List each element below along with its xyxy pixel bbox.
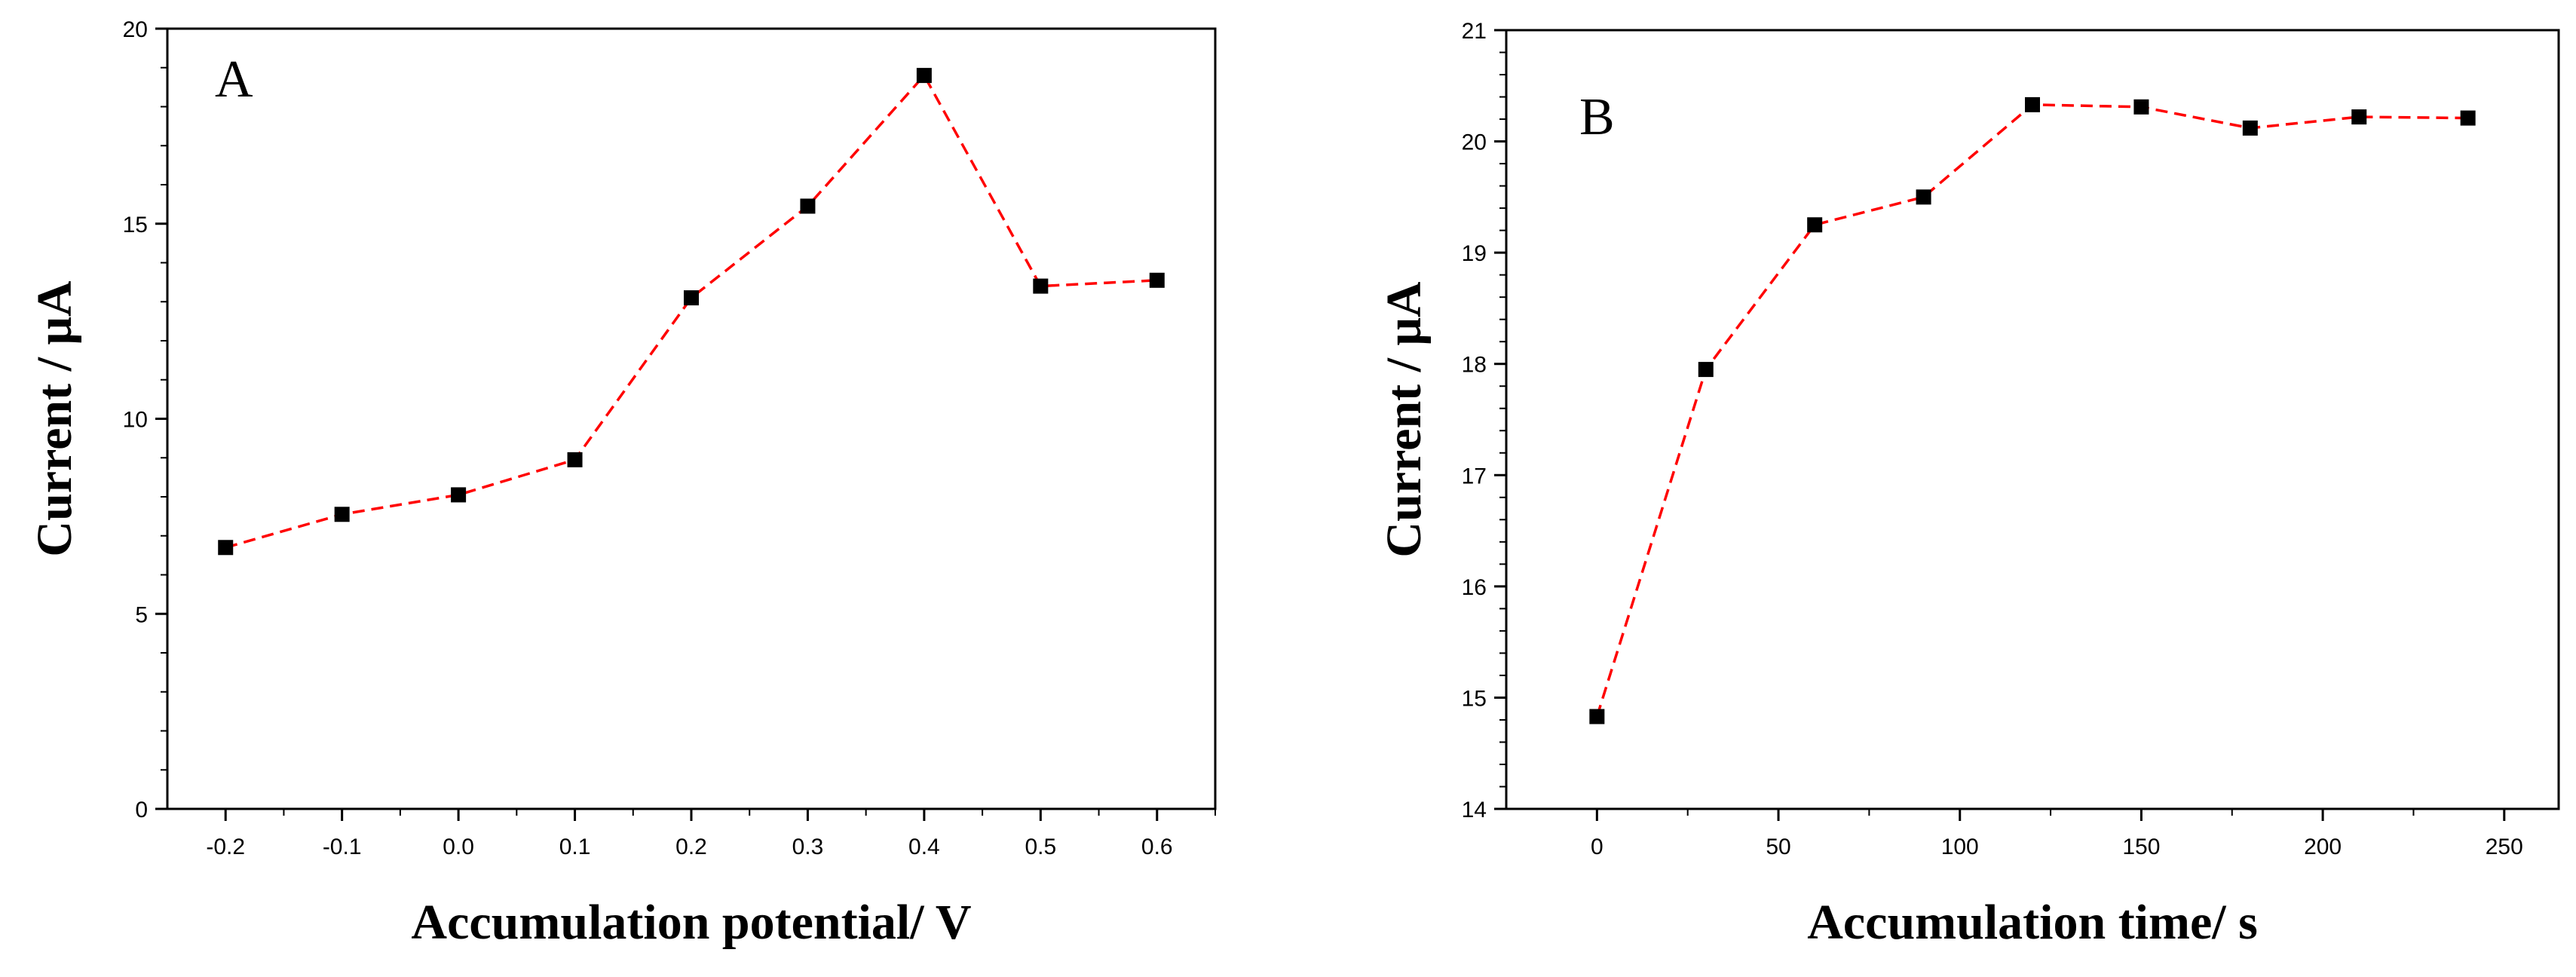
y-tick-label: 15 — [123, 213, 148, 237]
plot-frame — [1505, 29, 2560, 810]
data-point — [567, 452, 583, 467]
x-axis-title: Accumulation potential/ V — [411, 895, 971, 950]
data-point — [1916, 189, 1931, 205]
data-point — [2133, 99, 2149, 115]
chart-panel-a: 0 5 10 15 20 -0.2 -0.1 0.0 0.1 0.2 0.3 0.4 0.5 0.6 A Ac… — [27, 17, 1217, 950]
x-tick-label: 0.3 — [792, 835, 824, 859]
x-axis-title: Accumulation time/ s — [1807, 895, 2258, 950]
plot-frame — [166, 27, 1217, 810]
panel-label: B — [1579, 88, 1615, 146]
x-tick-label: 0.2 — [675, 835, 707, 859]
y-tick-label: 16 — [1462, 575, 1487, 600]
x-tick-label: 0.4 — [908, 835, 940, 859]
x-tick-label: 0.0 — [443, 835, 474, 859]
data-point — [2242, 120, 2258, 136]
y-axis-title: Current / μA — [1377, 281, 1432, 557]
x-tick-label: 250 — [2486, 835, 2523, 859]
data-point — [2025, 96, 2040, 112]
y-tick-label: 15 — [1462, 686, 1487, 711]
y-tick-label: 21 — [1462, 19, 1487, 44]
y-tick-label: 10 — [123, 408, 148, 433]
x-tick-label: 0.6 — [1141, 835, 1173, 859]
data-point — [218, 540, 234, 556]
x-tick-label: 150 — [2122, 835, 2160, 859]
y-tick-label: 20 — [123, 17, 148, 42]
series-line — [225, 73, 1157, 549]
y-tick-label: 0 — [135, 798, 148, 822]
x-tick-label: 50 — [1766, 835, 1790, 859]
data-point — [451, 487, 467, 503]
y-axis-title: Current / μA — [27, 280, 82, 556]
x-tick-label: 0 — [1591, 835, 1603, 859]
x-tick-label: -0.1 — [323, 835, 362, 859]
chart-panel-b: 14 15 16 17 18 19 20 21 0 50 100 150 200 250 B Accumula… — [1377, 19, 2560, 950]
x-tick-label: 200 — [2304, 835, 2342, 859]
data-point — [2351, 109, 2367, 125]
x-tick-label: 0.1 — [559, 835, 591, 859]
data-point — [916, 68, 932, 84]
data-point — [1149, 272, 1165, 288]
series-line — [1595, 103, 2468, 718]
y-tick-label: 5 — [135, 602, 148, 627]
data-point — [1698, 362, 1714, 378]
y-tick-label: 20 — [1462, 130, 1487, 155]
data-point — [334, 507, 350, 522]
data-point — [1589, 709, 1605, 724]
y-tick-label: 14 — [1462, 798, 1487, 822]
y-tick-label: 19 — [1462, 241, 1487, 266]
x-tick-label: -0.2 — [206, 835, 245, 859]
data-point — [800, 198, 816, 214]
data-point — [2460, 110, 2476, 126]
x-tick-label: 100 — [1941, 835, 1979, 859]
data-point — [1033, 278, 1049, 294]
data-point — [1807, 217, 1823, 233]
data-point — [684, 290, 699, 306]
panel-label: A — [215, 51, 253, 109]
x-tick-label: 0.5 — [1025, 835, 1056, 859]
y-tick-label: 18 — [1462, 353, 1487, 378]
y-tick-label: 17 — [1462, 464, 1487, 488]
